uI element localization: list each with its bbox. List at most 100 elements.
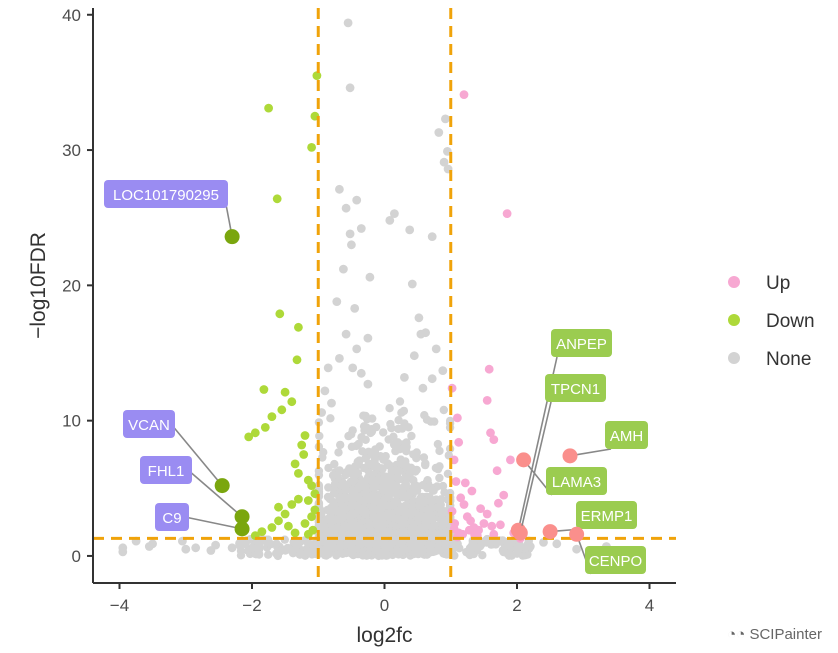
point-none: [397, 408, 406, 417]
point-none: [345, 229, 355, 239]
point-none: [364, 495, 373, 504]
point-down: [300, 519, 310, 528]
point-none: [254, 548, 263, 558]
point-none: [402, 438, 411, 447]
point-none: [409, 351, 419, 361]
point-none: [390, 209, 399, 219]
point-none: [289, 538, 298, 547]
point-none: [394, 475, 403, 484]
point-down: [284, 521, 293, 531]
point-up: [453, 413, 462, 423]
point-none: [380, 472, 389, 481]
point-none: [400, 373, 409, 382]
point-none: [395, 489, 404, 499]
y-tick-label: 20: [62, 276, 81, 295]
point-none: [400, 445, 410, 454]
point-up: [484, 364, 494, 374]
point-none: [345, 83, 355, 93]
gene-label-text: CENPO: [589, 553, 642, 570]
point-down: [244, 432, 254, 442]
point-down: [307, 143, 316, 152]
point-none: [390, 537, 400, 546]
legend-label-none: None: [766, 349, 811, 370]
point-down: [259, 385, 269, 394]
point-none: [414, 313, 424, 323]
point-none: [347, 442, 357, 451]
gene-label-box: [123, 410, 175, 438]
point-none: [335, 513, 345, 522]
point-none: [397, 424, 407, 433]
point-none: [385, 404, 394, 413]
point-none: [407, 279, 417, 289]
point-none: [379, 455, 388, 464]
point-none: [118, 547, 128, 557]
point-none: [427, 232, 437, 242]
point-none: [181, 544, 191, 554]
highlight-point: [562, 448, 578, 464]
point-down: [297, 440, 307, 450]
point-up: [486, 428, 495, 438]
point-up: [487, 521, 497, 531]
point-none: [385, 216, 395, 225]
label-connector: [184, 516, 243, 530]
point-none: [356, 368, 366, 378]
point-down: [307, 481, 316, 490]
point-none: [369, 513, 378, 522]
point-none: [419, 453, 429, 462]
gene-label-text: AMH: [610, 428, 643, 445]
highlight-point: [234, 521, 250, 537]
threshold-lines: [93, 8, 676, 583]
point-none: [361, 435, 370, 444]
point-up: [454, 437, 464, 447]
point-none: [405, 225, 415, 235]
x-tick-label: 2: [512, 596, 521, 615]
point-none: [349, 476, 358, 485]
point-none: [407, 526, 416, 536]
point-none: [370, 496, 380, 506]
point-up: [456, 493, 466, 503]
watermark: ◔◔ SCIPainter: [727, 626, 822, 643]
point-none: [431, 344, 441, 354]
point-none: [236, 546, 246, 556]
point-none: [418, 383, 428, 393]
point-up: [482, 509, 492, 519]
point-none: [348, 500, 357, 509]
point-none: [438, 366, 448, 375]
point-none: [360, 463, 369, 473]
point-none: [439, 157, 449, 167]
point-none: [371, 545, 380, 555]
point-down: [264, 103, 273, 113]
point-down: [280, 387, 290, 397]
legend-label-up: Up: [766, 273, 790, 294]
point-none: [191, 543, 201, 553]
x-tick-label: −4: [110, 596, 129, 615]
point-none: [378, 482, 387, 492]
point-up: [466, 516, 475, 526]
point-down: [277, 405, 287, 415]
point-none: [427, 513, 436, 523]
point-none: [435, 462, 444, 471]
gene-label-box: [585, 546, 646, 574]
point-none: [525, 542, 535, 551]
point-none: [352, 195, 362, 205]
point-none: [227, 543, 237, 553]
point-none: [390, 528, 399, 538]
gene-label-box: [605, 421, 648, 449]
point-none: [363, 379, 373, 389]
point-none: [347, 240, 356, 250]
point-none: [552, 539, 562, 549]
point-down: [280, 509, 290, 519]
point-none: [439, 405, 448, 415]
point-none: [369, 483, 379, 493]
point-none: [415, 496, 424, 505]
point-none: [328, 471, 338, 480]
gene-label-text: LAMA3: [552, 474, 601, 491]
y-tick-label: 40: [62, 6, 81, 25]
point-none: [345, 511, 354, 520]
point-none: [435, 501, 445, 510]
point-none: [427, 374, 437, 384]
point-up: [499, 490, 509, 500]
point-up: [460, 478, 470, 488]
x-axis-title: log2fc: [356, 624, 412, 647]
